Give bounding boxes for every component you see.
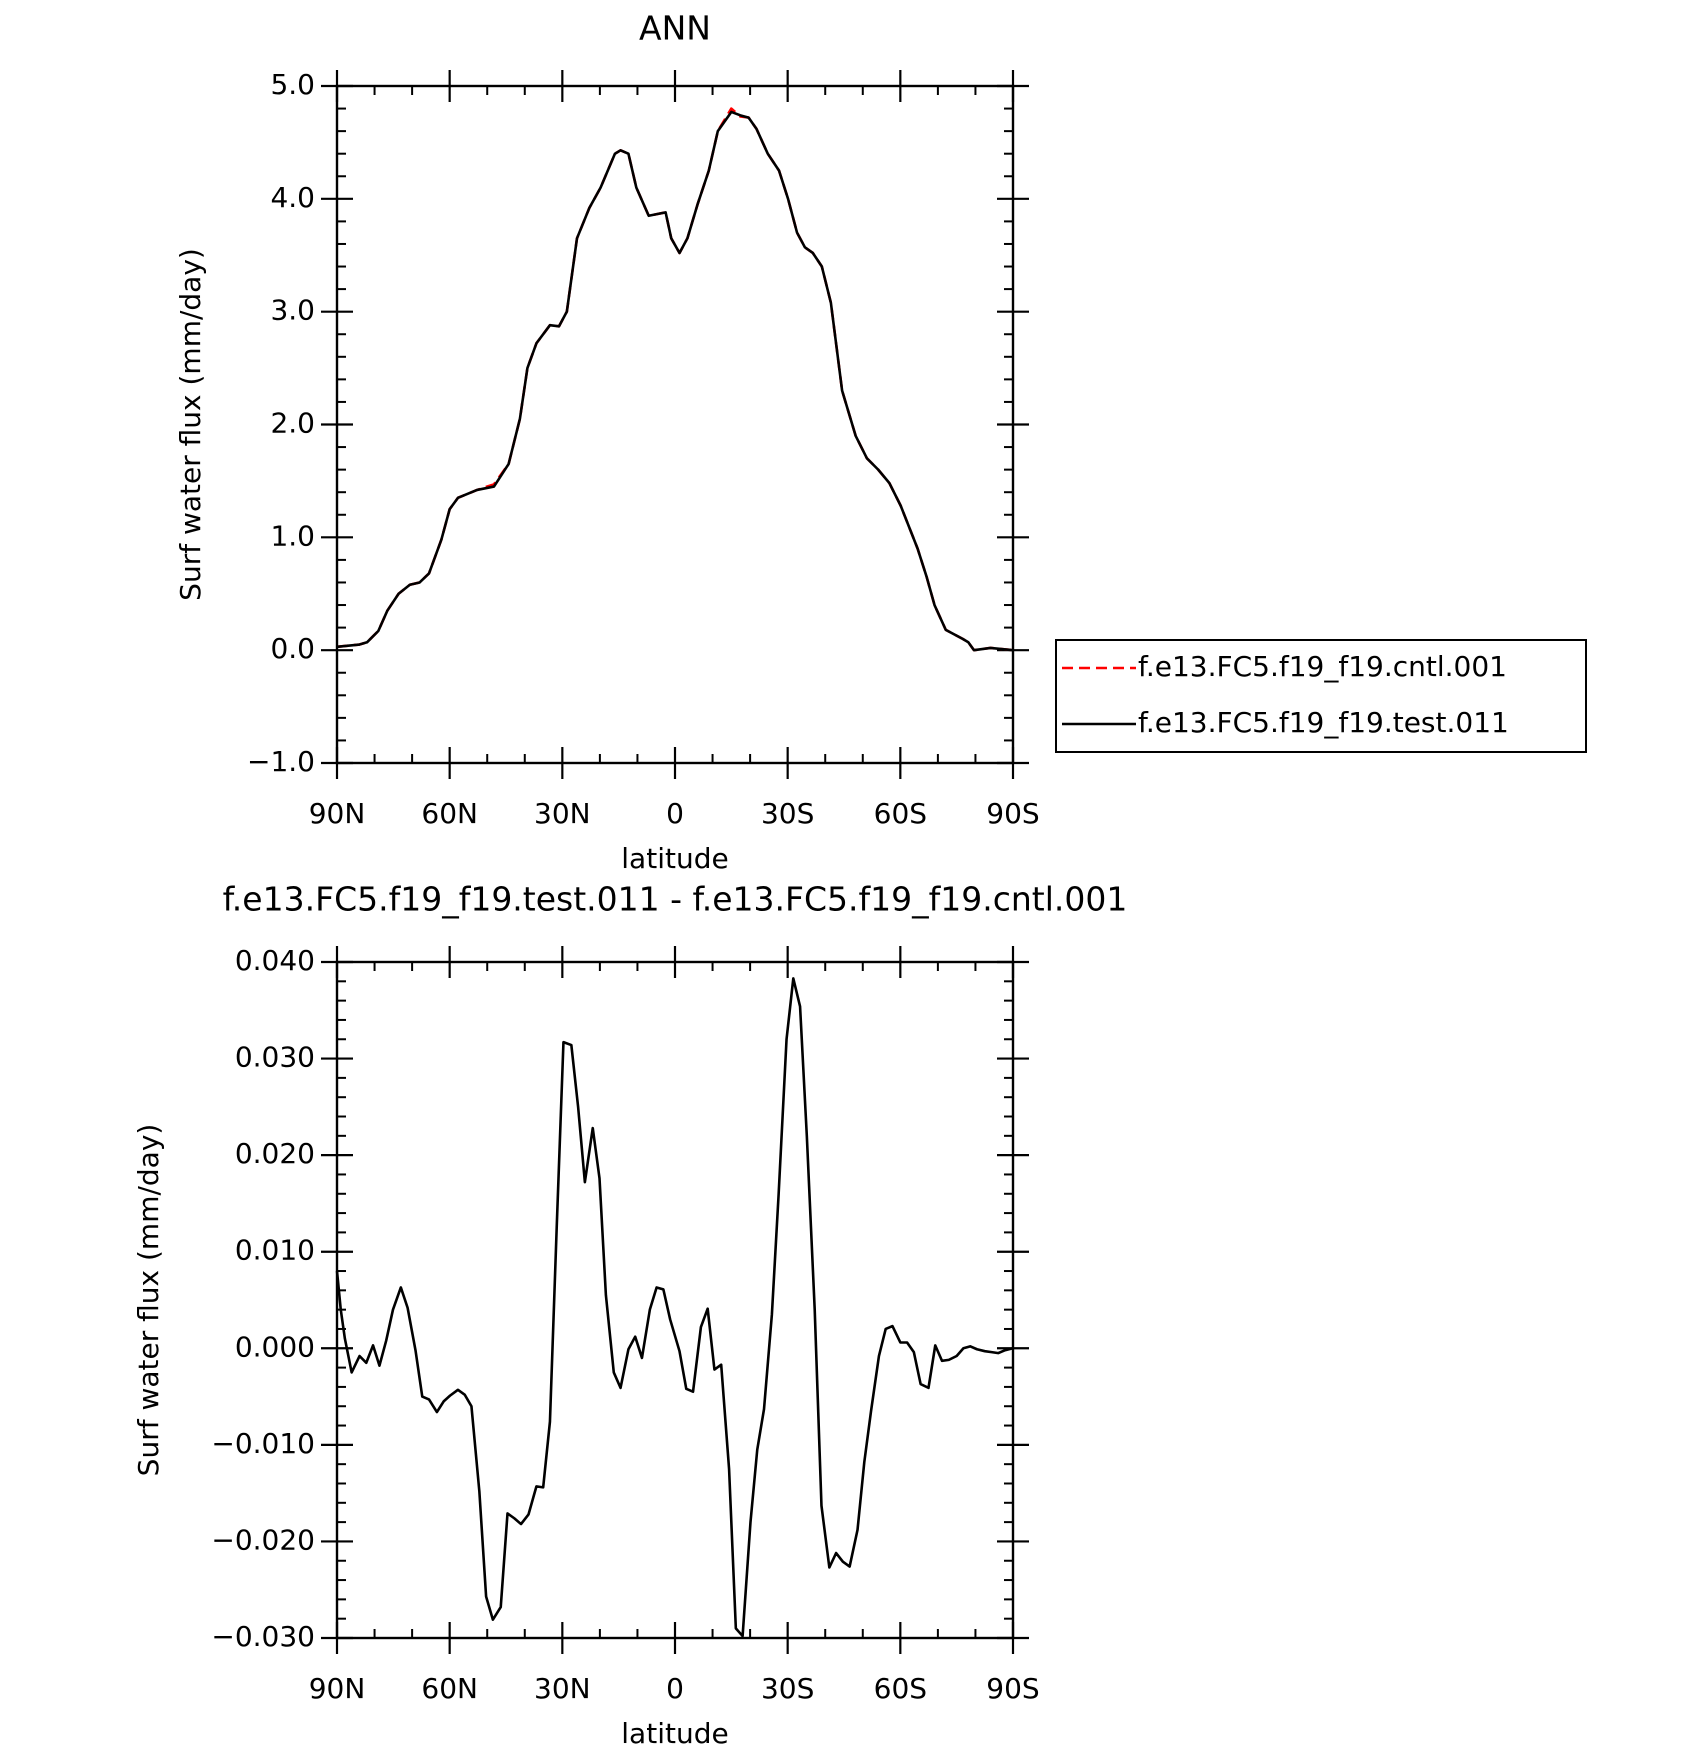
x-tick-label: 30S [761,1672,814,1705]
x-tick-label: 90N [309,1672,366,1705]
y-tick-label: 0.0 [270,632,315,665]
data-line [335,977,1014,1638]
y-tick-label: −0.020 [211,1523,315,1556]
y-tick-label: −0.010 [211,1427,315,1460]
chart-title: ANN [639,9,711,48]
legend-label: f.e13.FC5.f19_f19.test.011 [1138,706,1509,739]
x-tick-label: 90S [986,797,1039,830]
x-axis-label: latitude [621,1717,728,1747]
x-tick-label: 0 [666,797,684,830]
legend-label: f.e13.FC5.f19_f19.cntl.001 [1138,650,1507,683]
x-axis-label: latitude [621,842,728,875]
y-tick-label: 0.010 [235,1234,315,1267]
plot-frame [335,84,1015,765]
y-tick-label: 0.020 [235,1137,315,1170]
data-line [336,110,1014,652]
x-tick-label: 60N [421,1672,478,1705]
x-tick-label: 60S [874,797,927,830]
y-tick-label: 5.0 [270,68,315,101]
x-tick-label: 60S [874,1672,927,1705]
x-tick-label: 90S [986,1672,1039,1705]
x-tick-label: 30N [534,1672,591,1705]
y-tick-label: 0.040 [235,944,315,977]
y-tick-label: 2.0 [270,407,315,440]
x-tick-label: 0 [666,1672,684,1705]
y-axis-label: Surf water flux (mm/day) [132,1124,165,1477]
y-tick-label: 3.0 [270,294,315,327]
x-tick-label: 30N [534,797,591,830]
y-tick-label: 1.0 [270,519,315,552]
chart-title: f.e13.FC5.f19_f19.test.011 - f.e13.FC5.f… [223,880,1128,919]
y-tick-label: 0.000 [235,1330,315,1363]
legend-box [1055,639,1587,753]
data-line [336,107,1014,652]
x-tick-label: 90N [309,797,366,830]
x-tick-label: 30S [761,797,814,830]
y-tick-label: 4.0 [270,181,315,214]
y-axis-label: Surf water flux (mm/day) [174,248,207,601]
plot-frame [335,960,1015,1640]
y-tick-label: 0.030 [235,1041,315,1074]
y-tick-label: −1.0 [247,745,315,778]
x-tick-label: 60N [421,797,478,830]
y-tick-label: −0.030 [211,1620,315,1653]
